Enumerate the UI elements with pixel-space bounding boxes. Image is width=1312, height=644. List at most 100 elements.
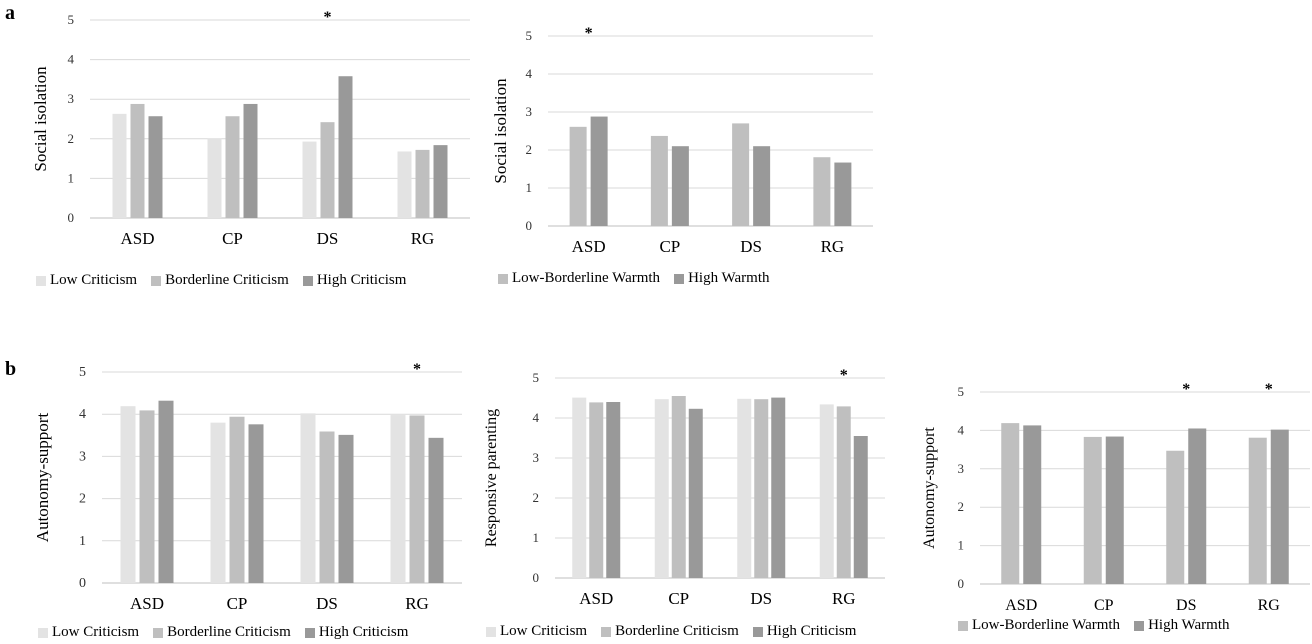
legend-label: Low Criticism xyxy=(52,624,140,640)
bar-rg-borderline-criticism xyxy=(415,149,430,218)
y-tick-label: 1 xyxy=(526,180,533,195)
legend-item-borderline-criticism: Borderline Criticism xyxy=(151,272,289,289)
y-axis-label: Social isolation xyxy=(31,66,50,172)
bar-asd-low-criticism xyxy=(120,406,136,583)
chart-svg: 0 1 2 3 4 5 Autonomy-support ASD CP DS RG * * xyxy=(921,381,1310,614)
significance-marker-rg: * xyxy=(1265,381,1273,398)
legend-swatch xyxy=(674,273,685,284)
y-tick-label: 4 xyxy=(958,422,965,437)
bar-rg-borderline-criticism xyxy=(409,415,425,583)
chart-responsive-parenting-criticism: 0 1 2 3 4 5 Responsive parenting ASD CP DS RG * Low … xyxy=(478,367,895,639)
legend-item-borderline-criticism: Borderline Criticism xyxy=(153,624,291,641)
y-tick-label: 1 xyxy=(68,170,75,185)
panel-label-b: b xyxy=(5,358,17,380)
y-tick-label: 2 xyxy=(526,142,533,157)
legend: Low Criticism Borderline Criticism High Cr… xyxy=(36,272,406,289)
y-tick-label: 4 xyxy=(68,52,75,67)
legend-label: High Criticism xyxy=(766,623,857,639)
bar-asd-borderline-criticism xyxy=(139,410,155,583)
legend-label: Borderline Criticism xyxy=(167,624,291,640)
significance-marker-ds: * xyxy=(1182,381,1190,398)
y-tick-label: 0 xyxy=(526,218,533,233)
y-tick-label: 1 xyxy=(958,538,965,553)
legend-label: Low-Borderline Warmth xyxy=(512,270,661,286)
y-tick-label: 5 xyxy=(68,12,75,27)
legend-swatch xyxy=(151,275,162,286)
bar-rg-high-warmth xyxy=(1270,429,1289,584)
x-tick-label-cp: CP xyxy=(1094,597,1114,614)
x-tick-label-asd: ASD xyxy=(579,589,613,608)
legend-swatch xyxy=(36,275,46,286)
bar-cp-high-criticism xyxy=(688,408,703,578)
bar-asd-low-borderline-warmth xyxy=(1001,423,1020,584)
bar-ds-low-borderline-warmth xyxy=(732,123,750,226)
bar-cp-low-borderline-warmth xyxy=(1083,436,1102,584)
bar-asd-borderline-criticism xyxy=(130,103,145,218)
legend-item-low-criticism: Low Criticism xyxy=(36,272,137,289)
x-tick-label-asd: ASD xyxy=(130,594,164,613)
bar-asd-borderline-criticism xyxy=(589,402,604,578)
legend-swatch xyxy=(302,275,313,286)
bar-ds-low-borderline-warmth xyxy=(1166,450,1185,584)
legend-item-high-criticism: High Criticism xyxy=(302,272,406,289)
chart-svg: 0 1 2 3 4 5 Social isolation ASD CP DS RG * xyxy=(491,25,873,256)
bar-rg-low-criticism xyxy=(390,415,406,583)
bar-cp-high-warmth xyxy=(1105,436,1124,584)
bar-ds-low-criticism xyxy=(302,141,317,218)
legend: Low-Borderline Warmth High Warmth xyxy=(498,270,770,287)
bar-rg-low-borderline-warmth xyxy=(1248,437,1267,584)
bar-asd-low-criticism xyxy=(572,397,587,578)
chart-social-isolation-warmth: 0 1 2 3 4 5 Social isolation ASD CP DS RG * Low-Bord… xyxy=(490,18,883,286)
panel-label-a: a xyxy=(5,2,15,24)
chart-svg: 0 1 2 3 4 5 Autonomy-support ASD CP DS RG * xyxy=(33,361,462,613)
y-tick-label: 0 xyxy=(79,576,86,591)
bar-rg-high-warmth xyxy=(834,162,852,226)
legend-swatch xyxy=(498,273,508,284)
legend-item-low-borderline-warmth: Low-Borderline Warmth xyxy=(958,617,1120,634)
significance-marker-ds: * xyxy=(324,9,332,26)
legend: Low Criticism Borderline Criticism High Cr… xyxy=(38,624,408,641)
y-axis-label: Autonomy-support xyxy=(921,427,938,549)
bar-cp-borderline-criticism xyxy=(229,416,245,583)
y-axis-label: Responsive parenting xyxy=(483,409,500,547)
chart-svg: 0 1 2 3 4 5 Responsive parenting ASD CP DS RG * xyxy=(483,367,885,608)
bar-rg-low-criticism xyxy=(819,404,834,578)
bar-rg-high-criticism xyxy=(433,145,448,218)
bar-cp-high-criticism xyxy=(243,103,258,218)
legend-swatch xyxy=(958,620,968,631)
y-tick-label: 0 xyxy=(533,570,540,585)
bar-cp-low-borderline-warmth xyxy=(650,135,668,226)
significance-marker-rg: * xyxy=(413,361,421,378)
x-tick-label-cp: CP xyxy=(227,594,248,613)
bar-ds-borderline-criticism xyxy=(754,399,769,578)
bar-asd-low-borderline-warmth xyxy=(569,126,587,226)
y-tick-label: 5 xyxy=(533,370,540,385)
x-tick-label-rg: RG xyxy=(1258,597,1281,614)
bar-asd-high-criticism xyxy=(606,402,621,578)
legend-item-low-borderline-warmth: Low-Borderline Warmth xyxy=(498,270,660,287)
bar-cp-low-criticism xyxy=(654,399,669,578)
bar-ds-high-criticism xyxy=(771,397,786,578)
legend-label: Low Criticism xyxy=(50,272,138,288)
chart-autonomy-support-criticism: 0 1 2 3 4 5 Autonomy-support ASD CP DS RG * Low Crit… xyxy=(30,360,472,640)
x-tick-label-ds: DS xyxy=(317,229,339,248)
legend-item-high-criticism: High Criticism xyxy=(752,623,857,640)
y-tick-label: 3 xyxy=(68,91,75,106)
significance-marker-rg: * xyxy=(840,367,848,384)
bar-cp-low-criticism xyxy=(210,422,226,583)
legend-item-borderline-criticism: Borderline Criticism xyxy=(601,623,739,640)
x-tick-label-rg: RG xyxy=(832,589,856,608)
bar-ds-low-criticism xyxy=(737,398,752,578)
legend-swatch xyxy=(304,627,315,638)
x-tick-label-rg: RG xyxy=(411,229,435,248)
bar-ds-borderline-criticism xyxy=(320,122,335,218)
x-tick-label-asd: ASD xyxy=(120,229,154,248)
x-tick-label-ds: DS xyxy=(750,589,772,608)
x-tick-label-ds: DS xyxy=(740,237,762,256)
bar-cp-low-criticism xyxy=(207,138,222,218)
legend-item-high-criticism: High Criticism xyxy=(304,624,408,641)
x-tick-label-asd: ASD xyxy=(572,237,606,256)
y-tick-label: 2 xyxy=(79,492,86,507)
x-tick-label-asd: ASD xyxy=(1005,597,1037,614)
bar-rg-low-borderline-warmth xyxy=(813,157,831,226)
